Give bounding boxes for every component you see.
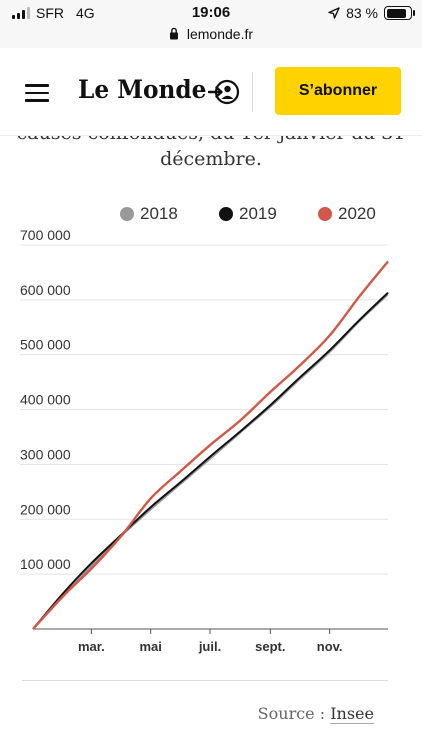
- series-line-2018: [32, 293, 389, 630]
- status-bar: SFR 4G 19:06 83 %: [0, 0, 422, 28]
- intro-line-2: décembre.: [160, 148, 262, 170]
- series-line-2020: [32, 260, 389, 630]
- legend-label-2018: 2018: [140, 204, 178, 223]
- login-icon[interactable]: [208, 78, 240, 106]
- subscribe-button[interactable]: S’abonner: [275, 67, 401, 115]
- x-tick-label: mai: [139, 639, 161, 654]
- x-tick-label: mar.: [78, 639, 105, 654]
- divider: [22, 680, 388, 681]
- source-link[interactable]: Insee: [330, 704, 374, 723]
- cumulative-deaths-chart: 100 000 200 000 300 000 400 000 500 000 600 0…: [20, 230, 389, 654]
- series-line-2019: [32, 291, 389, 630]
- logo[interactable]: Le Monde: [78, 75, 207, 104]
- header-divider: [252, 72, 253, 112]
- status-right: 83 %: [328, 5, 415, 21]
- legend-item-2018: 2018: [120, 204, 178, 224]
- y-tick-label: 500 000: [20, 337, 71, 353]
- legend-item-2019: 2019: [219, 204, 277, 224]
- network-label: 4G: [76, 5, 95, 21]
- legend-item-2020: 2020: [318, 204, 376, 224]
- carrier-label: SFR: [36, 5, 64, 21]
- legend-dot-2020: [318, 207, 332, 221]
- intro-text: causes confondues, du 1er janvier au 31 …: [0, 136, 422, 176]
- y-tick-label: 100 000: [20, 556, 71, 572]
- clock: 19:06: [191, 4, 231, 21]
- site-header: Le Monde S’abonner: [0, 48, 422, 136]
- legend-label-2019: 2019: [239, 204, 277, 223]
- y-tick-label: 600 000: [20, 282, 71, 298]
- x-tick-label: nov.: [317, 639, 343, 654]
- y-tick-label: 200 000: [20, 501, 71, 517]
- legend-dot-2019: [219, 207, 233, 221]
- status-left: SFR 4G: [12, 5, 95, 21]
- battery-fill: [386, 8, 406, 18]
- x-tick-label: sept.: [255, 639, 285, 654]
- url-bar[interactable]: lemonde.fr: [0, 26, 422, 48]
- lock-icon: [169, 27, 178, 40]
- y-tick-label: 400 000: [20, 392, 71, 408]
- source-prefix: Source :: [257, 704, 331, 723]
- signal-icon: [12, 7, 30, 19]
- url-text: lemonde.fr: [186, 26, 254, 42]
- location-arrow-icon: [328, 7, 340, 19]
- legend-label-2020: 2020: [338, 204, 376, 223]
- y-tick-label: 700 000: [20, 230, 71, 243]
- source-note: Source : Insee: [258, 704, 374, 723]
- chart-legend: 2018 2019 2020: [0, 204, 422, 228]
- battery-percent: 83 %: [346, 5, 378, 21]
- y-tick-label: 300 000: [20, 446, 71, 462]
- menu-icon[interactable]: [25, 84, 49, 102]
- battery-icon: [384, 6, 415, 20]
- legend-dot-2018: [120, 207, 134, 221]
- x-tick-label: juil.: [198, 639, 221, 654]
- intro-line-1: causes confondues, du 1er janvier au 31: [0, 136, 422, 144]
